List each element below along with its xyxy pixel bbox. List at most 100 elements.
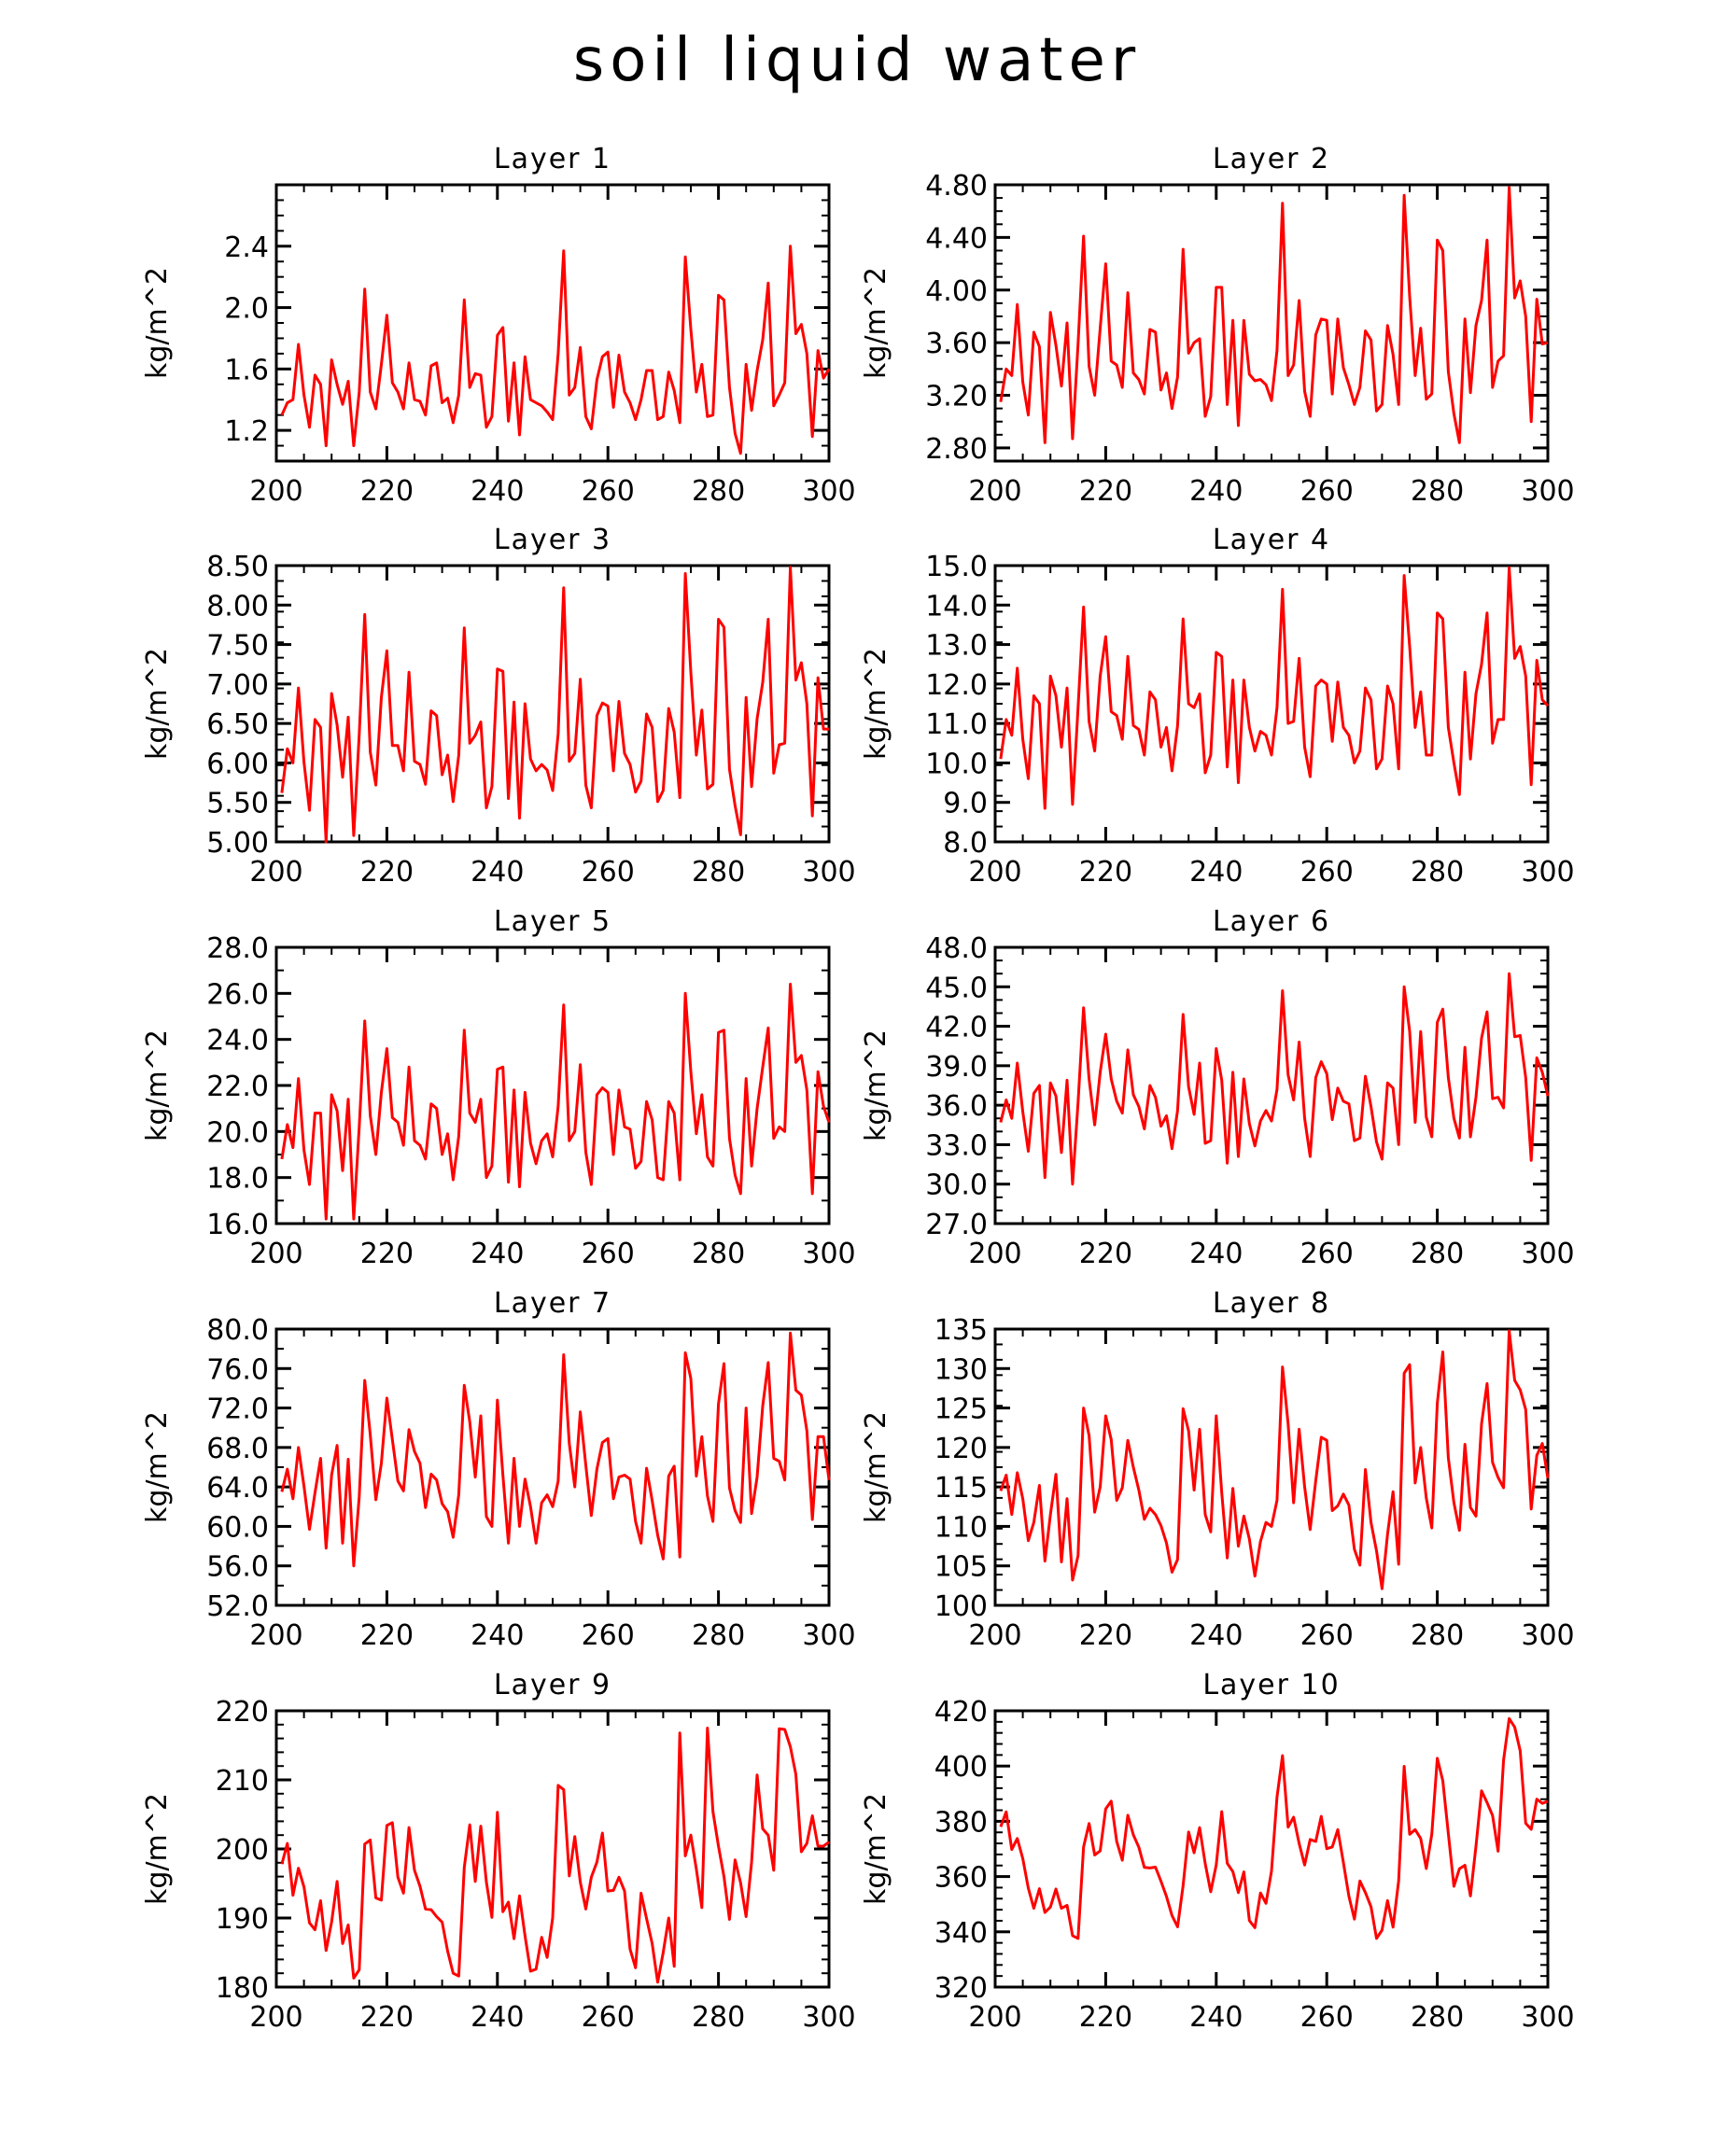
chart-panel-layer-7: Layer 7 200 220 240 260 280 300 52.0 56.0 60.0 64.…	[141, 1287, 856, 1652]
y-tick-label: 26.0	[206, 978, 269, 1011]
y-axis-label: kg/m^2	[141, 1029, 174, 1141]
y-tick-label: 39.0	[925, 1051, 988, 1084]
series-line	[999, 1716, 1549, 1940]
plot-frame	[993, 1709, 1550, 1989]
x-tick-label: 240	[471, 475, 524, 508]
x-tick-label: 200	[249, 475, 302, 508]
y-tick-label: 130	[934, 1353, 988, 1386]
y-axis-label: kg/m^2	[860, 1411, 892, 1523]
y-axis-label: kg/m^2	[141, 267, 174, 379]
x-tick-label: 200	[968, 2001, 1021, 2034]
y-tick-label: 5.00	[206, 827, 269, 860]
y-tick-label: 4.40	[925, 222, 988, 255]
y-tick-label: 210	[216, 1765, 269, 1798]
plot-frame	[993, 1327, 1550, 1607]
y-tick-label: 20.0	[206, 1116, 269, 1149]
y-tick-label: 28.0	[206, 932, 269, 965]
y-tick-label: 8.00	[206, 590, 269, 623]
x-tick-label: 240	[1189, 856, 1243, 889]
y-tick-label: 8.0	[943, 827, 988, 860]
chart-title: Layer 3	[494, 524, 611, 556]
y-tick-label: 6.50	[206, 708, 269, 741]
x-tick-label: 280	[1411, 2001, 1464, 2034]
x-tick-label: 240	[1189, 1619, 1243, 1652]
x-tick-label: 220	[360, 1619, 414, 1652]
y-tick-label: 320	[934, 1972, 988, 2005]
x-tick-label: 260	[582, 1619, 635, 1652]
y-tick-label: 1.6	[224, 354, 269, 386]
y-tick-label: 7.50	[206, 630, 269, 663]
y-tick-label: 42.0	[925, 1012, 988, 1044]
y-tick-label: 11.0	[925, 708, 988, 741]
y-tick-label: 24.0	[206, 1025, 269, 1057]
y-tick-label: 18.0	[206, 1163, 269, 1196]
x-tick-label: 280	[692, 2001, 745, 2034]
x-tick-label: 280	[692, 1238, 745, 1270]
y-tick-label: 33.0	[925, 1129, 988, 1162]
chart-title: Layer 8	[1213, 1287, 1330, 1320]
y-axis-label: kg/m^2	[141, 648, 174, 760]
x-tick-label: 260	[582, 475, 635, 508]
chart-title: Layer 4	[1213, 524, 1330, 556]
y-tick-label: 120	[934, 1433, 988, 1465]
series-line	[280, 1331, 831, 1568]
chart-panel-layer-3: Layer 3 200 220 240 260 280 300 5.00 5.50 6.00 6.5…	[141, 524, 856, 889]
chart-title: Layer 6	[1213, 905, 1330, 938]
series-line	[999, 972, 1550, 1186]
y-tick-label: 2.0	[224, 293, 269, 326]
y-tick-label: 8.50	[206, 551, 269, 583]
y-tick-label: 15.0	[925, 551, 988, 583]
y-tick-label: 14.0	[925, 590, 988, 623]
y-tick-label: 22.0	[206, 1071, 269, 1103]
y-tick-label: 2.80	[925, 433, 988, 466]
chart-panel-layer-4: Layer 4 200 220 240 260 280 300 8.0 9.0 10.0 11.0 1…	[860, 524, 1575, 889]
x-tick-label: 300	[802, 856, 855, 889]
x-tick-label: 260	[1300, 2001, 1354, 2034]
x-tick-label: 200	[968, 1238, 1021, 1270]
y-tick-label: 10.0	[925, 748, 988, 780]
x-tick-label: 260	[1300, 856, 1354, 889]
y-tick-label: 135	[934, 1314, 988, 1347]
x-tick-label: 260	[582, 2001, 635, 2034]
x-tick-label: 240	[1189, 2001, 1243, 2034]
y-tick-label: 115	[934, 1472, 988, 1505]
y-tick-label: 125	[934, 1393, 988, 1426]
y-tick-label: 3.60	[925, 328, 988, 360]
x-tick-label: 260	[582, 856, 635, 889]
y-axis-label: kg/m^2	[141, 1411, 174, 1523]
x-tick-label: 200	[249, 1619, 302, 1652]
y-tick-label: 9.0	[943, 788, 988, 820]
chart-panel-layer-5: Layer 5 200 220 240 260 280 300 16.0 18.0 20.0 22.…	[141, 905, 856, 1270]
y-tick-label: 52.0	[206, 1590, 269, 1623]
x-tick-label: 280	[1411, 856, 1464, 889]
x-tick-label: 220	[360, 856, 414, 889]
x-tick-label: 200	[249, 1238, 302, 1270]
y-axis-label: kg/m^2	[860, 267, 892, 379]
y-tick-label: 380	[934, 1806, 988, 1839]
x-tick-label: 300	[802, 475, 855, 508]
x-tick-label: 280	[692, 1619, 745, 1652]
x-tick-label: 300	[1521, 1238, 1574, 1270]
x-tick-label: 200	[968, 856, 1021, 889]
chart-title: Layer 10	[1202, 1669, 1340, 1701]
y-tick-label: 56.0	[206, 1551, 269, 1584]
chart-title: Layer 1	[494, 143, 611, 175]
series-line	[280, 245, 831, 455]
y-tick-label: 16.0	[206, 1209, 269, 1241]
x-tick-label: 300	[802, 1238, 855, 1270]
y-tick-label: 5.50	[206, 788, 269, 820]
x-tick-label: 220	[360, 475, 414, 508]
series-line	[280, 566, 829, 844]
series-line	[999, 566, 1550, 810]
y-tick-label: 80.0	[206, 1314, 269, 1347]
y-tick-label: 7.00	[206, 669, 269, 702]
x-tick-label: 200	[968, 1619, 1021, 1652]
y-tick-label: 72.0	[206, 1393, 269, 1426]
x-tick-label: 220	[1079, 475, 1132, 508]
x-tick-label: 220	[360, 1238, 414, 1270]
chart-title: Layer 2	[1213, 143, 1330, 175]
chart-title: Layer 7	[494, 1287, 611, 1320]
y-tick-label: 4.80	[925, 170, 988, 203]
x-tick-label: 200	[249, 2001, 302, 2034]
chart-title: Layer 9	[494, 1669, 611, 1701]
